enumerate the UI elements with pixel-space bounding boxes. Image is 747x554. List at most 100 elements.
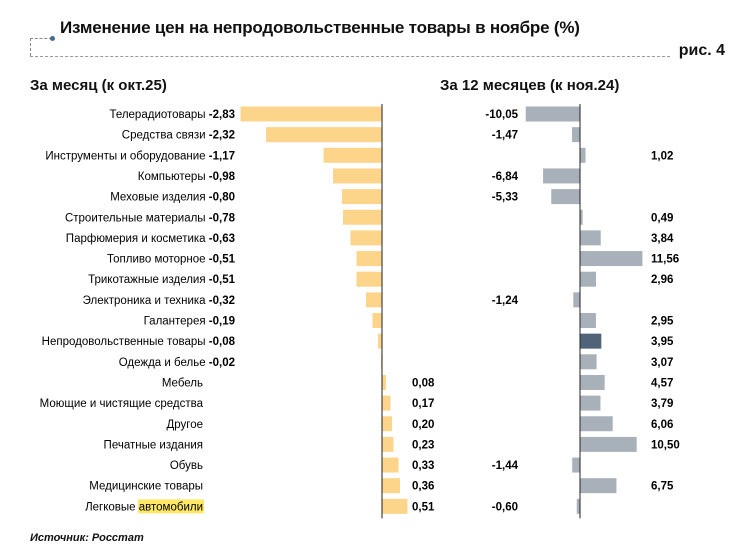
yearly-value-label: 3,95 bbox=[651, 336, 674, 348]
yearly-value-label: 2,96 bbox=[651, 274, 673, 286]
category-label: Строительные материалы -0,78 bbox=[65, 212, 236, 224]
monthly-value-label: -0,51 bbox=[209, 274, 236, 286]
category-label: Мебель bbox=[162, 377, 203, 389]
monthly-subtitle: За месяц (к окт.25) bbox=[30, 77, 167, 94]
monthly-value-label: 0,17 bbox=[412, 398, 434, 410]
monthly-value-label: -0,80 bbox=[209, 192, 235, 204]
highlight-box bbox=[138, 499, 204, 514]
category-label: Медицинские товары bbox=[89, 481, 203, 493]
monthly-bar bbox=[382, 374, 386, 390]
yearly-bar bbox=[525, 106, 580, 122]
monthly-value-label: 0,08 bbox=[412, 377, 435, 389]
highlighted-word: автомобили bbox=[139, 501, 203, 513]
yearly-bar bbox=[580, 209, 583, 225]
yearly-value-label: 10,50 bbox=[651, 439, 680, 451]
monthly-bar bbox=[382, 395, 391, 411]
monthly-value-label: -0,98 bbox=[209, 171, 236, 183]
yearly-bar bbox=[580, 416, 613, 432]
source-note: Источник: Росстат bbox=[30, 532, 144, 544]
figure-label: рис. 4 bbox=[678, 42, 725, 59]
monthly-value-label: -0,51 bbox=[209, 254, 236, 266]
monthly-bar bbox=[382, 478, 400, 494]
yearly-value-label: 3,84 bbox=[651, 233, 674, 245]
monthly-bar bbox=[382, 436, 394, 452]
category-label: Средства связи -2,32 bbox=[122, 130, 235, 142]
yearly-bar bbox=[573, 292, 580, 308]
yearly-bar bbox=[572, 457, 580, 473]
yearly-bar bbox=[551, 189, 580, 205]
monthly-value-label: -2,83 bbox=[209, 109, 235, 121]
yearly-value-label: 3,07 bbox=[651, 357, 673, 369]
monthly-value-label: -0,63 bbox=[209, 233, 235, 245]
monthly-value-label: -0,19 bbox=[209, 316, 235, 328]
monthly-bar bbox=[366, 292, 382, 308]
yearly-bar bbox=[580, 354, 597, 370]
yearly-bar bbox=[580, 478, 617, 494]
yearly-bar bbox=[580, 271, 596, 287]
yearly-value-label: -6,84 bbox=[492, 171, 519, 183]
category-label: Моющие и чистящие средства bbox=[40, 398, 204, 410]
yearly-value-label: 1,02 bbox=[651, 150, 673, 162]
monthly-bar bbox=[382, 416, 392, 432]
monthly-bar bbox=[382, 498, 408, 514]
monthly-value-label: 0,33 bbox=[412, 460, 434, 472]
yearly-bar bbox=[580, 313, 596, 328]
yearly-bar bbox=[580, 230, 601, 246]
monthly-bar bbox=[350, 230, 382, 246]
frame-line bbox=[30, 38, 52, 39]
category-label: Непродовольственные товары -0,08 bbox=[42, 336, 236, 348]
category-label: Легковые автомобили bbox=[85, 501, 203, 513]
category-label: Одежда и белье -0,02 bbox=[119, 357, 235, 369]
yearly-value-label: -1,44 bbox=[492, 460, 519, 472]
yearly-bar bbox=[580, 147, 586, 163]
monthly-value-label: -0,02 bbox=[209, 357, 235, 369]
yearly-value-label: 3,79 bbox=[651, 398, 673, 410]
yearly-subtitle: За 12 месяцев (к ноя.24) bbox=[440, 77, 620, 94]
monthly-bar bbox=[372, 313, 382, 328]
monthly-value-label: -1,17 bbox=[209, 150, 235, 162]
monthly-bar bbox=[342, 189, 382, 205]
category-label: Другое bbox=[166, 419, 203, 431]
yearly-value-label: -10,05 bbox=[485, 109, 518, 121]
monthly-value-label: -2,32 bbox=[209, 130, 235, 142]
yearly-bar bbox=[580, 436, 637, 452]
bullet-dot bbox=[50, 36, 55, 41]
yearly-bar bbox=[580, 251, 643, 267]
monthly-value-label: 0,51 bbox=[412, 501, 435, 513]
monthly-bar bbox=[356, 251, 382, 267]
monthly-value-label: 0,23 bbox=[412, 439, 434, 451]
category-label: Трикотажные изделия -0,51 bbox=[88, 274, 235, 286]
category-label: Телерадиотовары -2,83 bbox=[109, 109, 235, 121]
category-label: Электроника и техника -0,32 bbox=[83, 295, 235, 307]
yearly-value-label: 6,75 bbox=[651, 481, 674, 493]
monthly-bar bbox=[378, 333, 382, 349]
yearly-bar bbox=[580, 374, 605, 390]
monthly-bar bbox=[333, 168, 382, 184]
category-label: Печатные издания bbox=[104, 439, 203, 451]
monthly-value-label: -0,78 bbox=[209, 212, 236, 224]
monthly-bar bbox=[382, 457, 399, 473]
monthly-bar bbox=[266, 127, 382, 143]
yearly-value-label: -5,33 bbox=[492, 192, 518, 204]
monthly-value-label: 0,36 bbox=[412, 481, 434, 493]
monthly-value-label: 0,20 bbox=[412, 419, 434, 431]
monthly-bar bbox=[240, 106, 382, 122]
category-label: Компьютеры -0,98 bbox=[138, 171, 236, 183]
yearly-value-label: 0,49 bbox=[651, 212, 673, 224]
monthly-bar bbox=[343, 209, 382, 225]
monthly-bar bbox=[323, 147, 382, 163]
frame-line bbox=[30, 38, 31, 56]
yearly-value-label: -1,47 bbox=[492, 130, 518, 142]
monthly-bar bbox=[356, 271, 382, 287]
chart-title: Изменение цен на непродовольственные тов… bbox=[60, 18, 580, 37]
frame-line bbox=[30, 56, 670, 57]
yearly-value-label: -0,60 bbox=[492, 501, 518, 513]
category-label: Галантерея -0,19 bbox=[144, 316, 235, 328]
yearly-value-label: -1,24 bbox=[492, 295, 519, 307]
category-label: Топливо моторное -0,51 bbox=[107, 254, 236, 266]
yearly-bar bbox=[543, 168, 580, 184]
yearly-bar bbox=[580, 333, 602, 349]
yearly-value-label: 2,95 bbox=[651, 316, 674, 328]
